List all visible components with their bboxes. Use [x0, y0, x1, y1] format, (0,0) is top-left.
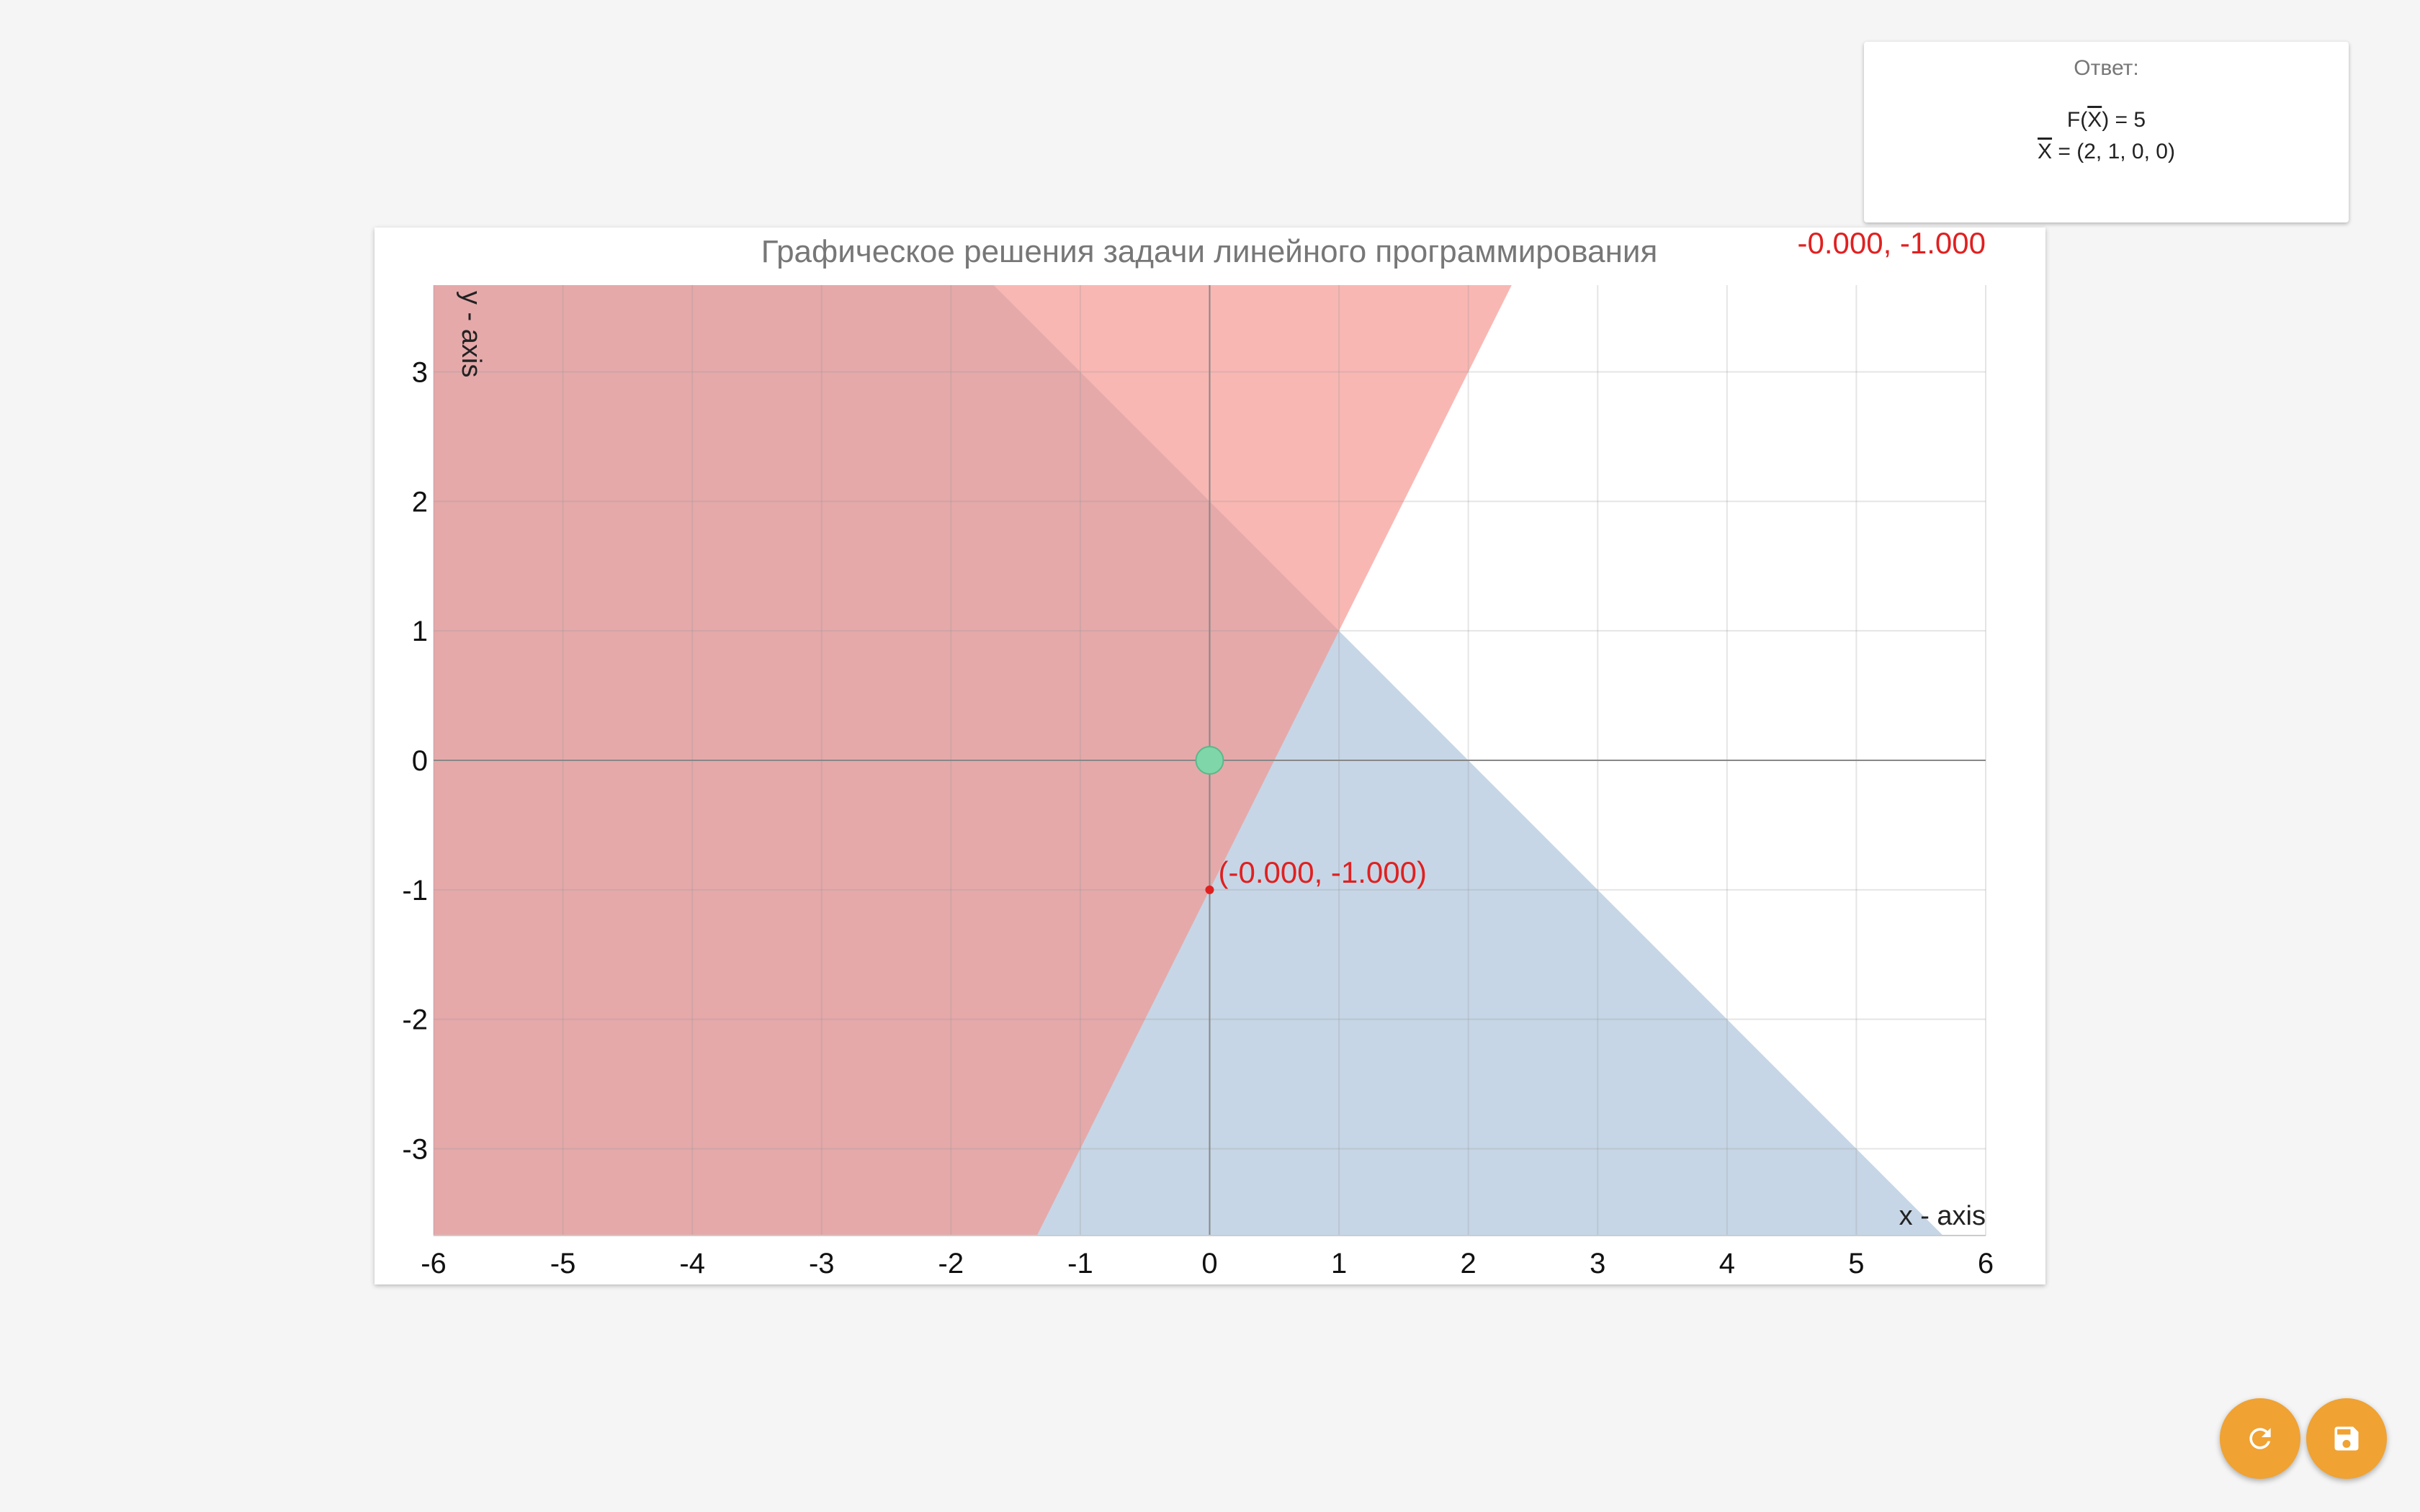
objective-var: X	[2087, 108, 2102, 132]
y-tick-label: 1	[412, 616, 428, 647]
cursor-point	[1205, 885, 1214, 894]
answer-card: Ответ: F(X) = 5 X = (2, 1, 0, 0)	[1864, 42, 2349, 222]
x-tick-label: -4	[679, 1248, 705, 1279]
x-tick-label: 1	[1331, 1248, 1347, 1279]
x-tick-label: 0	[1201, 1248, 1217, 1279]
x-tick-label: 6	[1978, 1248, 1994, 1279]
save-button[interactable]	[2306, 1398, 2387, 1479]
x-tick-label: 3	[1590, 1248, 1605, 1279]
y-tick-label: -3	[402, 1134, 428, 1166]
y-tick-label: 0	[412, 745, 428, 777]
x-tick-label: 5	[1848, 1248, 1864, 1279]
objective-number: ) = 5	[2102, 108, 2146, 132]
origin-marker[interactable]	[1195, 746, 1224, 775]
cursor-readout: -0.000, -1.000	[1797, 228, 1986, 260]
refresh-icon	[2249, 1428, 2271, 1449]
x-axis-label: x - axis	[1899, 1201, 1986, 1231]
y-tick-label: -2	[402, 1004, 428, 1036]
objective-value: F(X) = 5	[1864, 108, 2349, 132]
x-tick-label: 4	[1719, 1248, 1735, 1279]
solution-vector: X = (2, 1, 0, 0)	[1864, 140, 2349, 164]
x-tick-label: -2	[938, 1248, 964, 1279]
floppy-disk-icon	[2334, 1426, 2359, 1451]
x-tick-label: -6	[421, 1248, 447, 1279]
x-tick-label: -3	[809, 1248, 835, 1279]
y-tick-label: 2	[412, 486, 428, 518]
y-tick-label: 3	[412, 356, 428, 388]
solution-value: = (2, 1, 0, 0)	[2052, 140, 2175, 163]
x-tick-label: -1	[1067, 1248, 1093, 1279]
chart-title: Графическое решения задачи линейного про…	[761, 234, 1658, 269]
cursor-point-label: (-0.000, -1.000)	[1219, 855, 1428, 889]
solution-var: X	[2038, 140, 2053, 163]
objective-label: F(	[2066, 108, 2088, 132]
x-tick-label: 2	[1461, 1248, 1476, 1279]
chart-card: -6 -5 -4 -3 -2 -1 0 1 2 3 4 5 6 -3 -2 -1 0 1 2 3 (-0.000, -…	[375, 228, 2045, 1284]
answer-title: Ответ:	[2074, 56, 2139, 80]
refresh-button[interactable]	[2220, 1398, 2300, 1479]
y-axis-label: y - axis	[456, 291, 486, 377]
y-tick-label: -1	[402, 875, 428, 906]
x-tick-label: -5	[550, 1248, 576, 1279]
lp-chart[interactable]: -6 -5 -4 -3 -2 -1 0 1 2 3 4 5 6 -3 -2 -1 0 1 2 3 (-0.000, -…	[375, 228, 2045, 1284]
